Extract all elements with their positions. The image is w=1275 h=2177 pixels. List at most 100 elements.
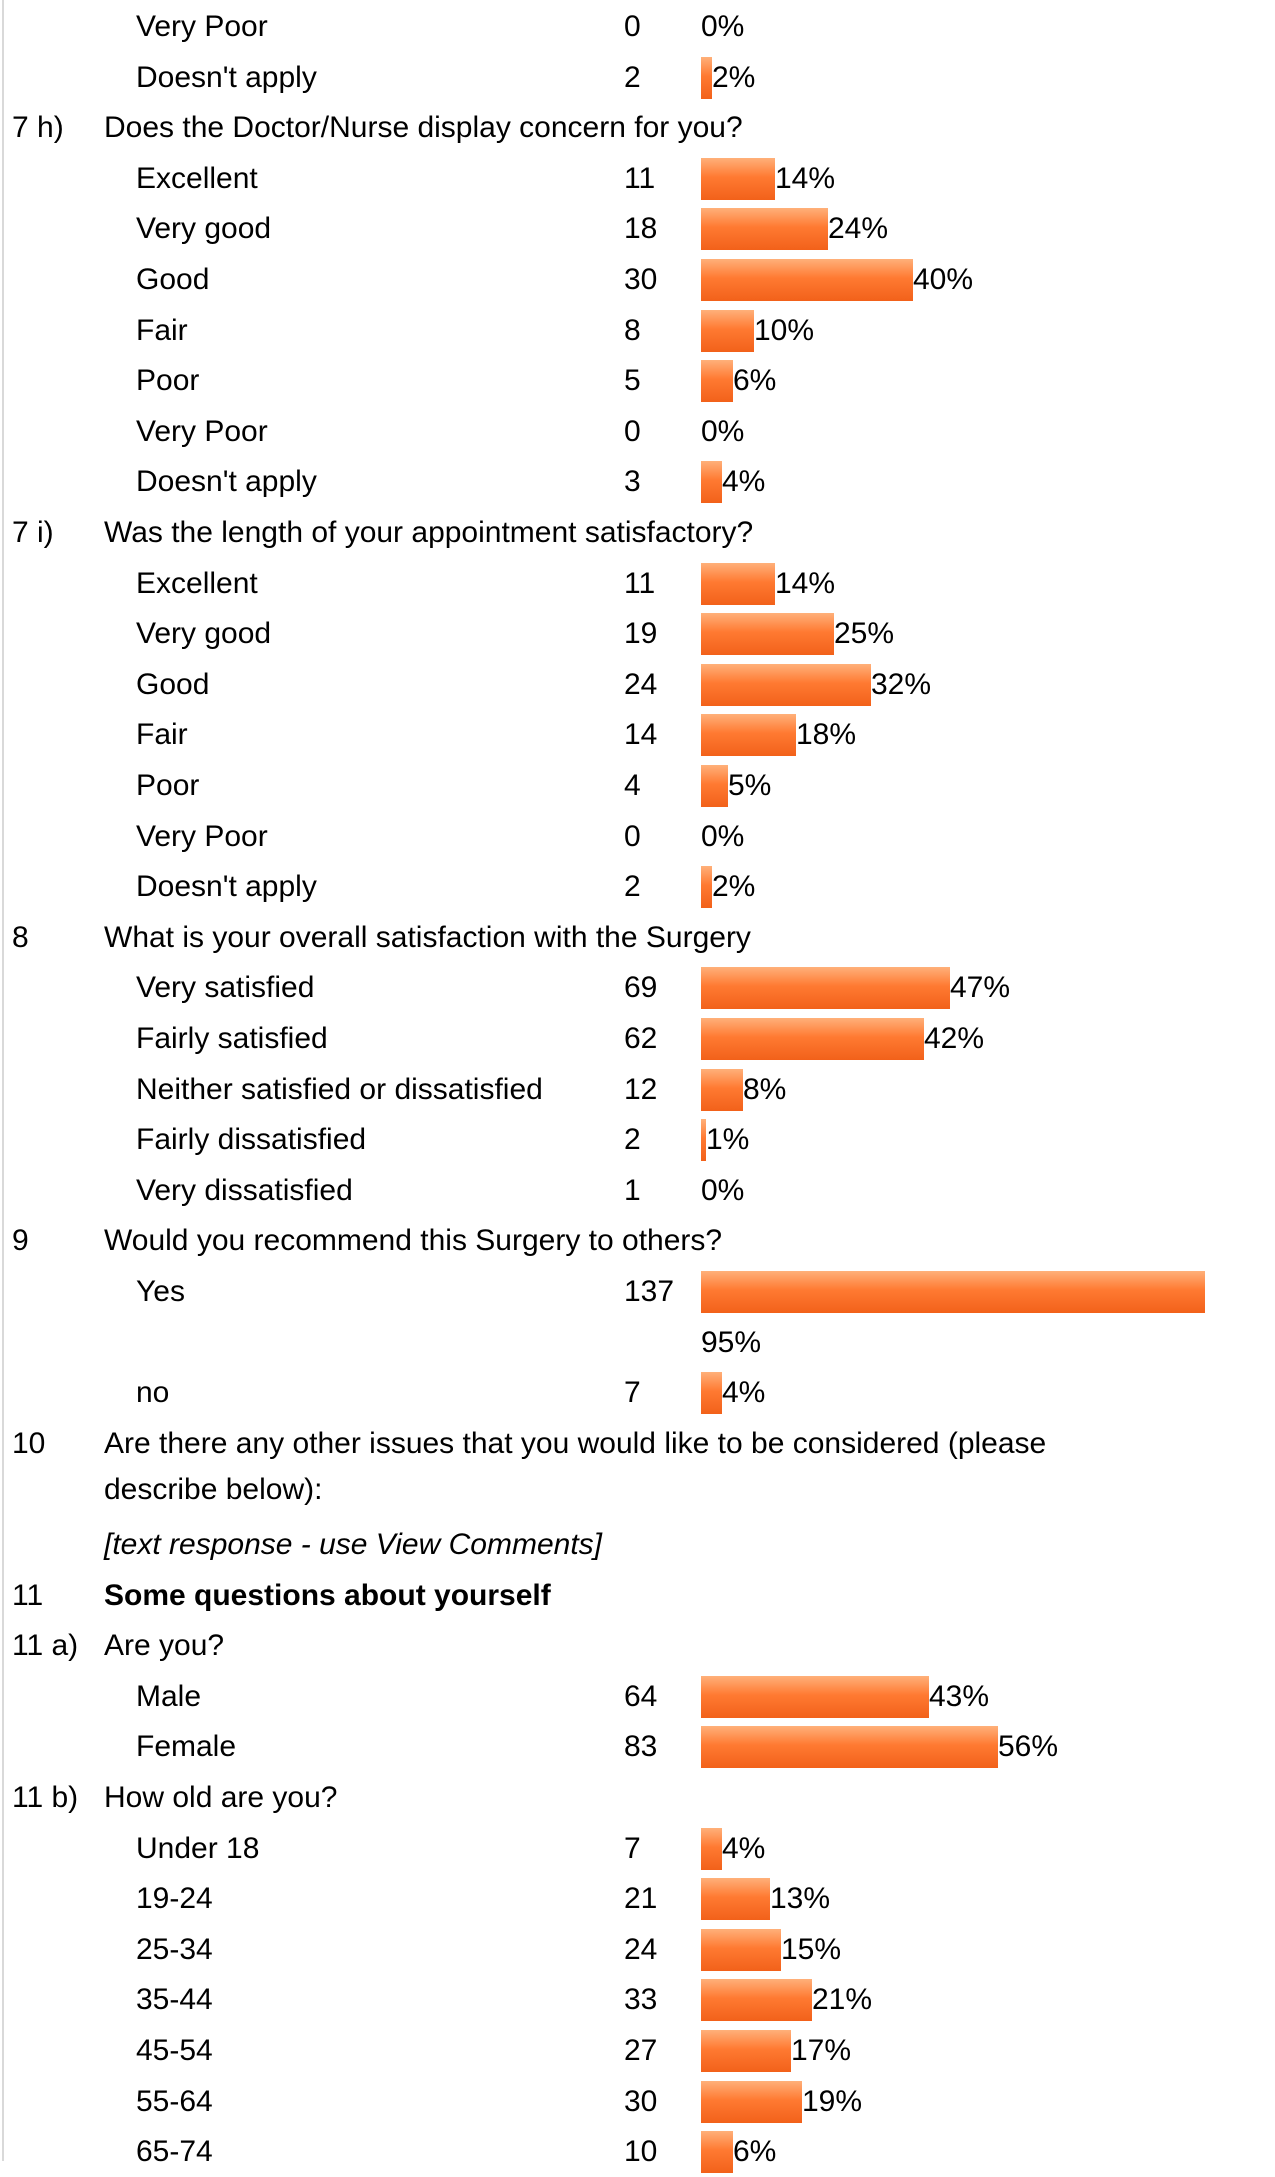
answer-row: Very Poor 0 0% [0, 812, 1275, 862]
answer-count: 137 [624, 1275, 675, 1308]
question-number: 11 a) [12, 1629, 79, 1663]
answer-percent: 40% [913, 263, 974, 296]
answer-label: Under 18 [136, 1831, 260, 1865]
answer-count: 18 [624, 212, 658, 246]
question-text: Does the Doctor/Nurse display concern fo… [104, 111, 743, 145]
answer-percent: 1% [706, 1123, 750, 1157]
answer-row: Very satisfied 69 47% [0, 963, 1275, 1013]
answer-bar [701, 562, 775, 605]
answer-count: 2 [624, 870, 641, 904]
answer-row: no 7 4% [0, 1368, 1275, 1418]
answer-count: 64 [624, 1679, 658, 1713]
answer-row: Poor 4 5% [0, 761, 1275, 811]
answer-row: Fair 14 18% [0, 710, 1275, 760]
answer-label: Very Poor [136, 10, 268, 43]
answer-label: Excellent [136, 161, 258, 195]
question-number: 7 i) [12, 516, 54, 549]
answer-count: 27 [624, 2034, 658, 2067]
answer-row: Doesn't apply 2 2% [0, 862, 1275, 912]
answer-label: Male [136, 1679, 202, 1713]
answer-count: 11 [624, 566, 656, 600]
answer-row: Female 83 56% [0, 1722, 1275, 1772]
answer-count: 0 [624, 819, 641, 853]
answer-bar [701, 1018, 924, 1060]
answer-bar [701, 765, 728, 807]
question-row: 11 a) Are you? [0, 1621, 1275, 1672]
answer-row: Good 24 32% [0, 660, 1275, 710]
answer-label: Female [136, 1730, 237, 1764]
answer-label: Poor [136, 769, 200, 802]
answer-percent: 2% [712, 870, 756, 904]
answer-row: Fair 8 10% [0, 306, 1275, 356]
answer-percent: 42% [924, 1022, 985, 1055]
answer-bar [701, 157, 775, 200]
answer-bar [701, 967, 950, 1010]
answer-percent: 25% [834, 617, 895, 651]
answer-bar [701, 2030, 791, 2072]
answer-label: Yes [136, 1275, 185, 1308]
question-number: 9 [12, 1224, 29, 1258]
answer-row: Very good 18 24% [0, 204, 1275, 254]
answer-row: Neither satisfied or dissatisfied 12 8% [0, 1065, 1275, 1115]
question-row: 7 i) Was the length of your appointment s… [0, 508, 1275, 559]
answer-row: 25-34 24 15% [0, 1925, 1275, 1975]
answer-label: 35-44 [136, 1983, 213, 2017]
answer-percent: 95% [701, 1325, 762, 1359]
answer-label: 25-34 [136, 1932, 213, 1966]
answer-count: 10 [624, 2135, 658, 2169]
answer-bar [701, 1271, 1205, 1313]
answer-percent: 0% [701, 10, 745, 43]
answer-row: 45-54 27 17% [0, 2026, 1275, 2076]
question-row: 10 Are there any other issues that you wo… [0, 1419, 1275, 1520]
answer-count: 8 [624, 313, 641, 347]
answer-row: Very Poor 0 0% [0, 2, 1275, 52]
question-number: 7 h) [12, 111, 64, 145]
answer-label: Neither satisfied or dissatisfied [136, 1072, 543, 1106]
answer-bar [701, 866, 712, 909]
answer-count: 33 [624, 1983, 658, 2017]
question-text: What is your overall satisfaction with t… [104, 920, 751, 954]
question-text: Some questions about yourself [104, 1578, 551, 1612]
answer-count: 2 [624, 1123, 641, 1157]
answer-label: 55-64 [136, 2084, 213, 2118]
answer-percent: 24% [828, 212, 889, 246]
answer-percent: 14% [775, 566, 836, 600]
answer-label: Fairly dissatisfied [136, 1123, 367, 1157]
question-text: Are there any other issues that you woul… [104, 1426, 1047, 1506]
answer-percent: 0% [701, 1173, 745, 1207]
answer-percent: 6% [733, 2135, 777, 2169]
answer-count: 83 [624, 1730, 658, 1764]
answer-label: Doesn't apply [136, 870, 317, 904]
answer-percent: 5% [728, 769, 772, 802]
answer-row: Very Poor 0 0% [0, 407, 1275, 457]
answer-count: 4 [624, 769, 641, 802]
answer-row: Good 30 40% [0, 255, 1275, 305]
answer-label: Very Poor [136, 819, 268, 853]
answer-label: no [136, 1376, 170, 1410]
answer-percent: 17% [791, 2034, 852, 2067]
answer-count: 24 [624, 667, 658, 701]
answer-count: 7 [624, 1831, 641, 1865]
answer-count: 30 [624, 2084, 658, 2118]
answer-row: Excellent 11 14% [0, 559, 1275, 609]
answer-bar [701, 208, 828, 251]
answer-percent: 32% [871, 667, 932, 701]
answer-row: Fairly dissatisfied 2 1% [0, 1115, 1275, 1165]
question-number: 11 [12, 1578, 44, 1612]
question-row: 11 Some questions about yourself [0, 1571, 1275, 1622]
answer-label: Good [136, 263, 210, 296]
answer-bar [701, 1979, 812, 2022]
answer-percent: 13% [770, 1882, 831, 1916]
question-row: 9 Would you recommend this Surgery to oth… [0, 1216, 1275, 1267]
answer-percent: 15% [781, 1932, 842, 1966]
answer-label: Good [136, 667, 210, 701]
answer-row: Fairly satisfied 62 42% [0, 1014, 1275, 1064]
answer-count: 69 [624, 971, 658, 1005]
answer-row: Yes 137 95% [0, 1267, 1275, 1359]
answer-count: 0 [624, 10, 641, 43]
answer-percent: 43% [929, 1679, 990, 1713]
answer-count: 7 [624, 1376, 641, 1410]
answer-row: Poor 5 6% [0, 356, 1275, 406]
answer-count: 24 [624, 1932, 658, 1966]
answer-percent: 6% [733, 364, 777, 398]
